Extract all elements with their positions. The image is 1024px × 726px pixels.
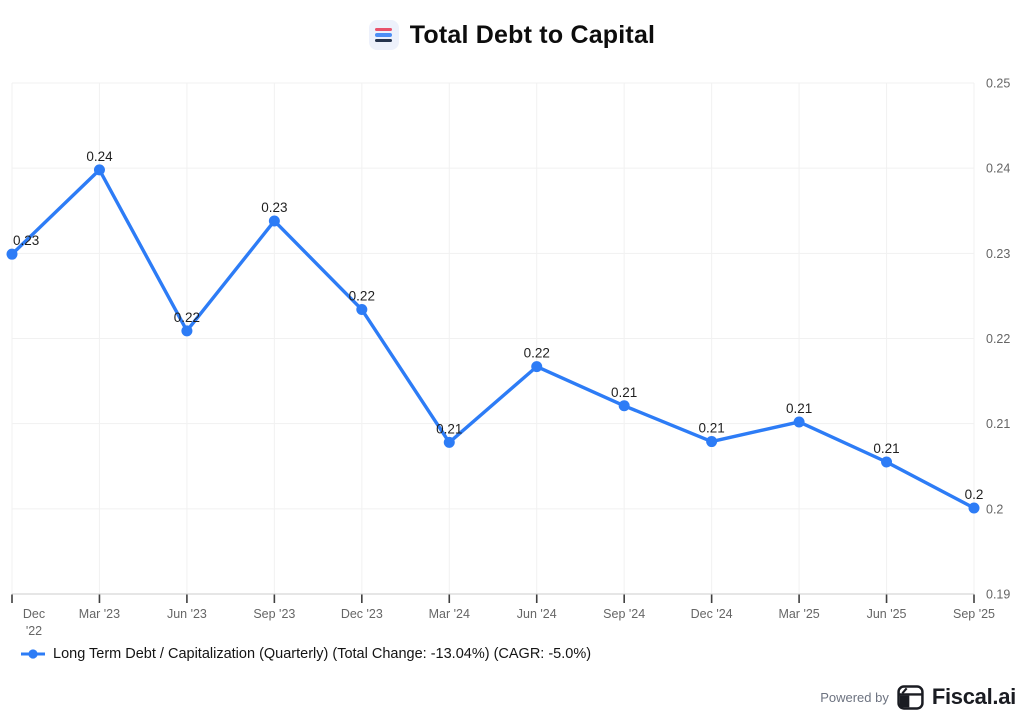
svg-text:0.24: 0.24 bbox=[986, 162, 1010, 176]
icon-bar-dark bbox=[375, 39, 393, 43]
svg-text:0.22: 0.22 bbox=[349, 289, 375, 304]
svg-text:Mar '25: Mar '25 bbox=[778, 607, 819, 621]
svg-text:0.24: 0.24 bbox=[86, 149, 113, 164]
svg-text:0.21: 0.21 bbox=[873, 441, 899, 456]
svg-text:0.25: 0.25 bbox=[986, 77, 1010, 91]
svg-text:Dec: Dec bbox=[23, 607, 45, 621]
svg-text:Jun '24: Jun '24 bbox=[517, 607, 557, 621]
x-axis bbox=[11, 593, 975, 603]
svg-text:0.21: 0.21 bbox=[698, 421, 724, 436]
svg-text:'22: '22 bbox=[26, 624, 42, 638]
powered-by-label: Powered by bbox=[820, 689, 889, 705]
branding[interactable]: Powered by Fiscal.ai bbox=[820, 684, 1016, 710]
line-chart-type-icon bbox=[368, 20, 399, 50]
svg-text:0.23: 0.23 bbox=[13, 233, 39, 248]
legend-item[interactable]: Long Term Debt / Capitalization (Quarter… bbox=[20, 646, 591, 662]
fiscal-logo-icon bbox=[897, 684, 924, 710]
series-long-term-debt[interactable] bbox=[6, 164, 980, 514]
legend-label: Long Term Debt / Capitalization (Quarter… bbox=[53, 646, 592, 662]
svg-text:0.23: 0.23 bbox=[986, 247, 1010, 261]
svg-text:0.22: 0.22 bbox=[524, 346, 550, 361]
svg-text:0.21: 0.21 bbox=[436, 421, 462, 436]
svg-text:Sep '25: Sep '25 bbox=[953, 607, 995, 621]
svg-text:Dec '24: Dec '24 bbox=[691, 607, 733, 621]
svg-text:0.22: 0.22 bbox=[174, 310, 200, 325]
point-labels: 0.23 0.24 0.22 0.23 0.22 0.21 0.22 0.21 0.21 0.21… bbox=[13, 149, 983, 502]
chart-title: Total Debt to Capital bbox=[409, 20, 656, 49]
svg-text:0.22: 0.22 bbox=[986, 332, 1010, 346]
svg-text:0.21: 0.21 bbox=[611, 385, 637, 400]
svg-text:Jun '25: Jun '25 bbox=[867, 607, 907, 621]
svg-text:Mar '24: Mar '24 bbox=[429, 607, 470, 621]
icon-bar-blue bbox=[375, 33, 393, 37]
icon-bar-red bbox=[375, 27, 393, 31]
svg-text:Dec '23: Dec '23 bbox=[341, 607, 383, 621]
brand-name: Fiscal.ai bbox=[931, 684, 1016, 709]
line-chart[interactable]: 0.25 0.24 0.23 0.22 0.21 0.2 0.19 Dec '22 Mar '23… bbox=[0, 66, 1024, 666]
legend-line-marker-icon bbox=[21, 649, 45, 659]
horizontal-gridlines bbox=[12, 82, 974, 595]
svg-text:0.2: 0.2 bbox=[986, 502, 1003, 516]
svg-text:0.21: 0.21 bbox=[986, 417, 1010, 431]
svg-text:0.23: 0.23 bbox=[261, 200, 287, 215]
svg-text:0.19: 0.19 bbox=[986, 588, 1010, 602]
svg-text:0.2: 0.2 bbox=[965, 487, 984, 502]
x-axis-labels: Dec '22 Mar '23 Jun '23 Sep '23 Dec '23 Mar '2… bbox=[23, 607, 995, 638]
svg-text:0.21: 0.21 bbox=[786, 401, 812, 416]
svg-text:Sep '24: Sep '24 bbox=[603, 607, 645, 621]
svg-text:Jun '23: Jun '23 bbox=[167, 607, 207, 621]
svg-text:Sep '23: Sep '23 bbox=[253, 607, 295, 621]
chart-header: Total Debt to Capital bbox=[0, 20, 1024, 50]
y-axis-labels: 0.25 0.24 0.23 0.22 0.21 0.2 0.19 bbox=[986, 77, 1010, 602]
svg-text:Mar '23: Mar '23 bbox=[79, 607, 120, 621]
